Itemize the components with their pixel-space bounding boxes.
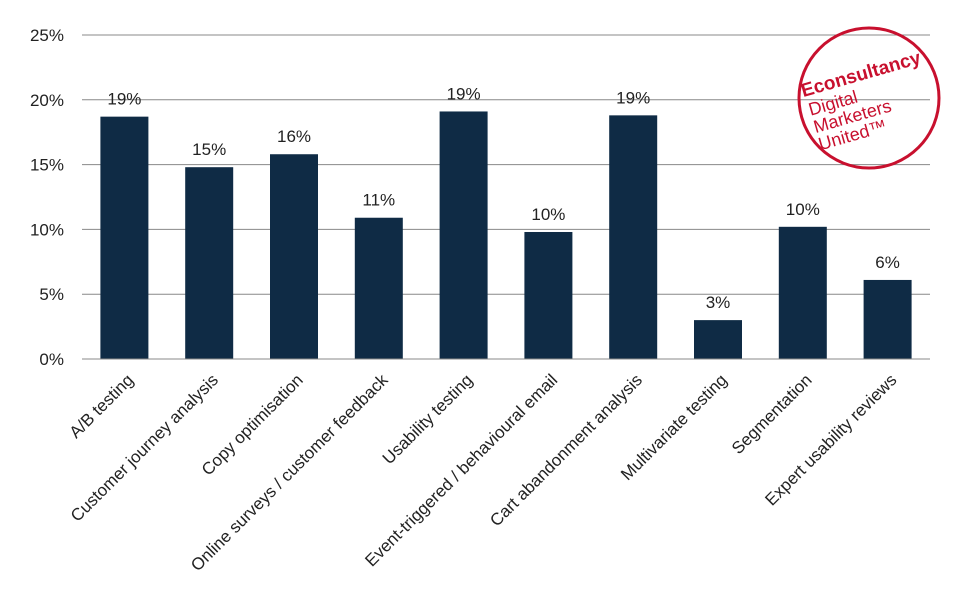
data-label: 10% xyxy=(786,200,820,219)
bar xyxy=(778,226,827,359)
bar xyxy=(609,115,658,360)
logo-brand: Econsultancy xyxy=(799,48,924,102)
bar xyxy=(354,217,403,359)
data-label: 19% xyxy=(447,84,481,103)
y-tick-label: 5% xyxy=(39,285,64,304)
data-label: 19% xyxy=(616,88,650,107)
data-label: 19% xyxy=(107,90,141,109)
y-tick-label: 15% xyxy=(30,156,64,175)
data-label: 16% xyxy=(277,127,311,146)
x-category-label: Customer journey analysis xyxy=(67,370,222,525)
x-category-label: Segmentation xyxy=(728,370,816,458)
x-category-label: Cart abandonment analysis xyxy=(486,370,646,530)
data-label: 3% xyxy=(706,293,731,312)
data-label: 15% xyxy=(192,140,226,159)
data-label: 11% xyxy=(362,191,395,210)
bars xyxy=(100,111,912,360)
x-category-label: Usability testing xyxy=(379,370,477,468)
y-axis-tick-labels: 0% 5% 10% 15% 20% 25% xyxy=(30,26,64,369)
bar xyxy=(270,154,318,359)
data-label: 10% xyxy=(531,205,565,224)
y-tick-label: 0% xyxy=(39,350,64,369)
y-tick-label: 10% xyxy=(30,220,64,239)
bar xyxy=(863,279,912,359)
x-category-label: A/B testing xyxy=(66,370,138,442)
y-tick-label: 20% xyxy=(30,91,64,110)
bar xyxy=(439,111,488,360)
econsultancy-logo: Econsultancy Digital Marketers United™ xyxy=(797,26,941,170)
bar xyxy=(185,167,234,359)
data-label: 6% xyxy=(875,253,900,272)
x-category-label: Event-triggered / behavioural email xyxy=(361,370,561,570)
y-tick-label: 25% xyxy=(30,26,64,45)
bar xyxy=(694,320,742,359)
data-labels: 19% 15% 16% 11% 19% 10% 19% 3% 10% 6% xyxy=(107,84,900,312)
bar xyxy=(100,116,149,359)
bar xyxy=(524,231,573,359)
logo-ring xyxy=(797,26,941,170)
